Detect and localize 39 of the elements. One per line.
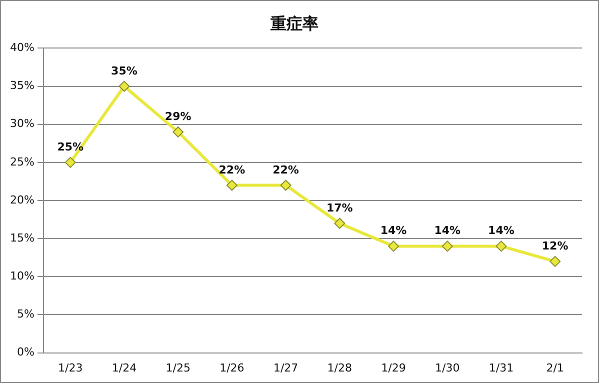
x-tick-label: 1/29 [381,361,406,374]
y-tick-label: 15% [10,231,34,244]
x-tick-label: 1/26 [220,361,244,374]
data-label: 29% [164,110,192,123]
chart-title: 重症率 [270,14,318,33]
x-tick-label: 1/24 [112,361,137,374]
data-label: 17% [326,201,353,214]
point [334,218,346,229]
data-label: 14% [488,224,514,238]
data-label: 35% [111,64,138,78]
data-label: 22% [272,163,299,176]
data-label: 12% [542,239,568,252]
x-tick-label: 1/25 [166,361,190,374]
x-tick-label: 1/31 [488,361,514,374]
point [388,240,400,252]
data-label: 22% [218,163,246,176]
x-tick-label: 1/27 [273,361,298,374]
point [118,80,130,92]
y-tick-label: 5% [16,308,34,321]
data-label: 14% [380,224,407,238]
x-tick-label: 1/30 [435,361,460,374]
point [226,180,238,191]
y-tick-label: 40% [10,41,34,54]
point [280,180,292,191]
point [550,256,561,267]
x-tick-label: 1/28 [327,361,352,374]
x-tick-label: 2/1 [546,361,564,374]
point [496,240,507,252]
y-tick-label: 25% [10,155,34,168]
data-label: 14% [434,224,461,238]
x-tick-label: 1/23 [58,361,83,374]
y-tick-label: 20% [10,193,34,206]
point [172,126,184,138]
point [442,240,453,252]
y-tick-label: 30% [10,117,34,130]
y-tick-label: 0% [16,346,34,359]
y-tick-label: 10% [10,270,34,283]
y-tick-label: 35% [10,79,34,92]
point [64,156,76,168]
